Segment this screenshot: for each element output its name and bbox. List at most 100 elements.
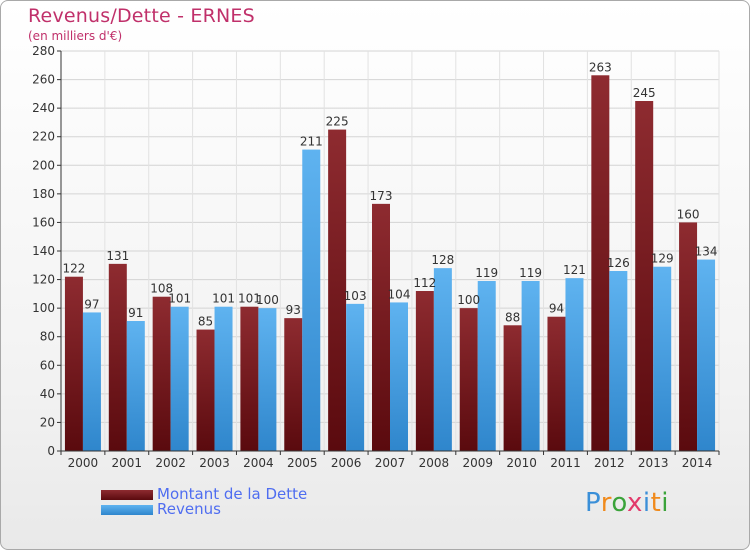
- y-tick-label: 0: [47, 444, 55, 458]
- bar-revenue: [697, 259, 716, 451]
- bar-revenue: [433, 268, 452, 451]
- x-tick-label: 2012: [594, 456, 625, 470]
- data-label-debt: 85: [198, 315, 213, 329]
- y-tick-label: 140: [32, 244, 55, 258]
- data-label-revenue: 128: [431, 253, 454, 267]
- bar-debt: [547, 316, 566, 451]
- y-tick-label: 200: [32, 158, 55, 172]
- y-tick-label: 20: [40, 415, 55, 429]
- data-label-debt: 88: [505, 310, 520, 324]
- bar-debt: [240, 306, 259, 451]
- data-label-debt: 122: [62, 262, 85, 276]
- data-label-revenue: 103: [344, 289, 367, 303]
- data-label-revenue: 101: [168, 292, 191, 306]
- x-tick-label: 2004: [243, 456, 274, 470]
- y-tick-label: 160: [32, 215, 55, 229]
- bar-debt: [152, 296, 171, 451]
- bar-debt: [196, 329, 215, 451]
- logo-letter: i: [642, 488, 651, 518]
- data-label-revenue: 101: [212, 292, 235, 306]
- data-label-debt: 173: [370, 189, 393, 203]
- data-label-revenue: 104: [388, 287, 411, 301]
- x-tick-label: 2013: [638, 456, 669, 470]
- bar-debt: [108, 263, 127, 451]
- bar-revenue: [390, 302, 408, 451]
- legend-swatch-debt: [101, 490, 153, 500]
- chart-title: Revenus/Dette - ERNES: [28, 5, 255, 27]
- bar-debt: [372, 203, 390, 451]
- legend-label-debt: Montant de la Dette: [157, 485, 308, 503]
- bar-debt: [635, 101, 654, 451]
- y-tick-label: 80: [40, 330, 55, 344]
- data-label-debt: 160: [677, 207, 700, 221]
- x-tick-label: 2014: [682, 456, 713, 470]
- logo-letter: P: [585, 488, 601, 518]
- x-tick-label: 2006: [331, 456, 362, 470]
- bar-debt: [415, 291, 434, 451]
- data-label-debt: 245: [633, 86, 656, 100]
- data-label-debt: 263: [589, 60, 612, 74]
- data-label-revenue: 91: [128, 306, 143, 320]
- data-label-debt: 225: [326, 115, 349, 129]
- x-tick-label: 2011: [550, 456, 581, 470]
- x-tick-label: 2008: [419, 456, 450, 470]
- legend-label-revenue: Revenus: [157, 500, 221, 518]
- bar-debt: [284, 318, 303, 451]
- x-tick-label: 2001: [112, 456, 143, 470]
- x-tick-label: 2005: [287, 456, 318, 470]
- y-tick-label: 100: [32, 301, 55, 315]
- y-tick-label: 60: [40, 358, 55, 372]
- data-label-revenue: 129: [651, 252, 674, 266]
- data-label-revenue: 97: [84, 297, 99, 311]
- data-label-debt: 100: [457, 293, 480, 307]
- x-tick-label: 2010: [506, 456, 537, 470]
- x-tick-label: 2000: [68, 456, 99, 470]
- logo-letter: i: [661, 488, 670, 518]
- bar-revenue: [521, 281, 540, 451]
- y-tick-label: 280: [32, 44, 55, 58]
- y-tick-label: 220: [32, 130, 55, 144]
- bar-debt: [64, 276, 83, 451]
- data-label-revenue: 119: [475, 266, 498, 280]
- y-tick-label: 180: [32, 187, 55, 201]
- bar-revenue: [653, 266, 672, 451]
- data-label-revenue: 121: [563, 263, 586, 277]
- bar-revenue: [346, 303, 365, 451]
- legend-swatch-revenue: [101, 505, 153, 515]
- bar-revenue: [82, 312, 101, 451]
- y-tick-label: 240: [32, 101, 55, 115]
- bar-debt: [503, 325, 522, 451]
- data-label-debt: 108: [150, 282, 173, 296]
- x-tick-label: 2007: [375, 456, 406, 470]
- data-label-debt: 112: [413, 276, 436, 290]
- data-label-revenue: 100: [256, 293, 279, 307]
- proxiti-logo: Proxiti: [585, 488, 669, 518]
- bar-revenue: [214, 306, 233, 451]
- data-label-revenue: 126: [607, 256, 630, 270]
- data-label-debt: 93: [286, 303, 301, 317]
- logo-letter: x: [626, 488, 643, 518]
- bar-debt: [459, 308, 478, 451]
- x-tick-label: 2009: [462, 456, 493, 470]
- data-label-revenue: 134: [695, 245, 718, 259]
- logo-letter: t: [650, 488, 662, 518]
- data-label-revenue: 119: [519, 266, 542, 280]
- y-tick-label: 120: [32, 273, 55, 287]
- bar-revenue: [565, 278, 584, 451]
- x-tick-label: 2002: [155, 456, 186, 470]
- bar-revenue: [477, 281, 496, 451]
- data-label-revenue: 211: [300, 135, 323, 149]
- bar-revenue: [302, 149, 321, 452]
- bar-revenue: [126, 321, 145, 451]
- x-tick-label: 2003: [199, 456, 230, 470]
- data-label-debt: 94: [549, 302, 564, 316]
- bar-revenue: [170, 306, 189, 451]
- chart-subtitle: (en milliers d'€): [28, 29, 123, 43]
- bar-debt: [679, 222, 698, 451]
- bar-revenue: [609, 271, 628, 451]
- y-tick-label: 40: [40, 387, 55, 401]
- data-label-debt: 131: [106, 249, 129, 263]
- logo-letter: r: [600, 488, 612, 518]
- bar-revenue: [258, 308, 277, 451]
